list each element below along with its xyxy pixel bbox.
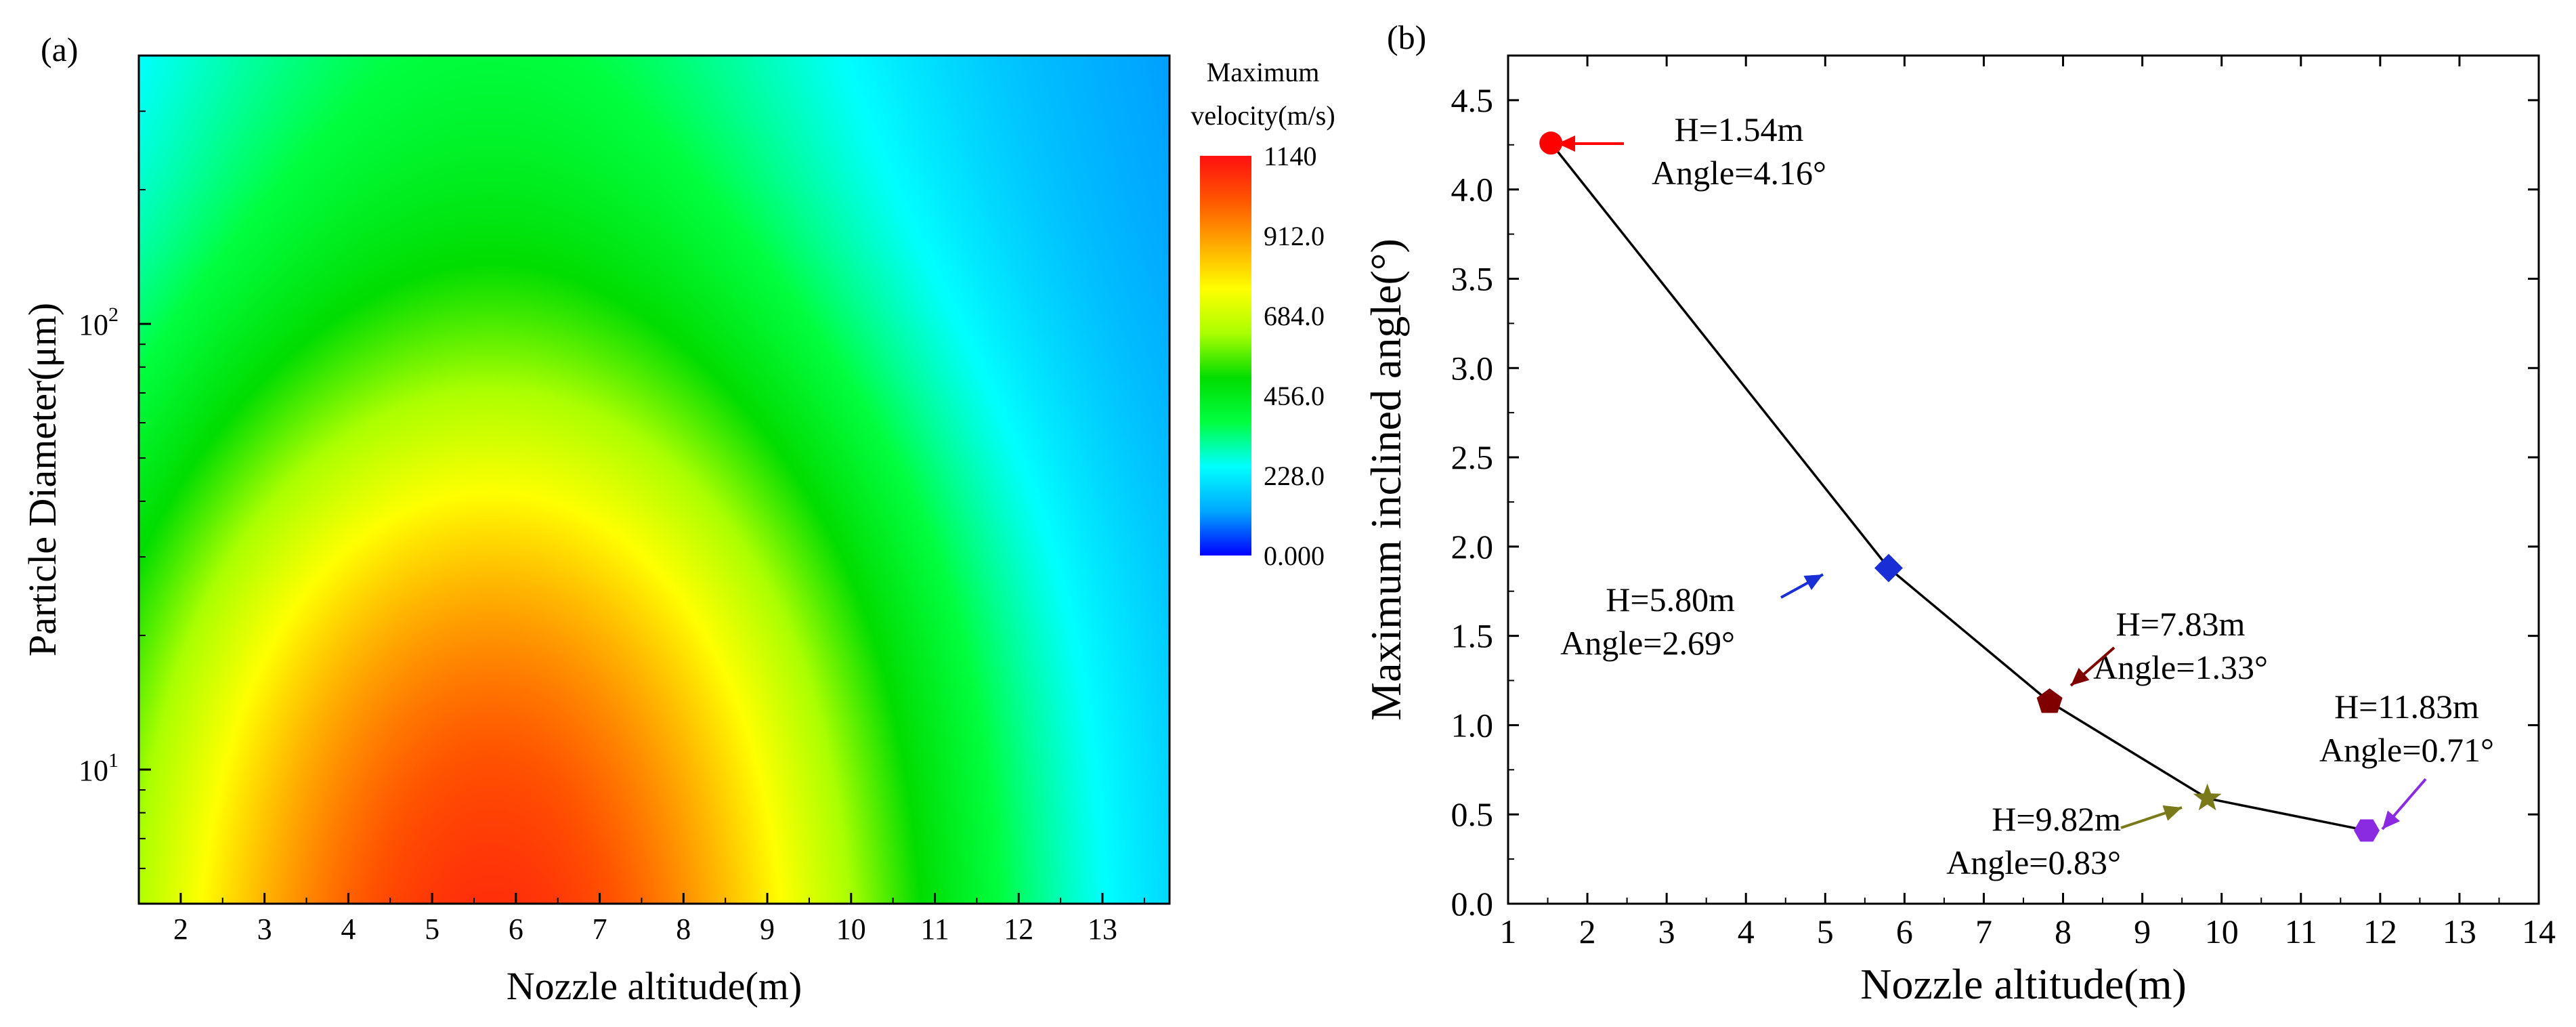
x-tick-label: 4 — [1738, 913, 1755, 950]
x-tick-label: 2 — [1579, 913, 1596, 950]
series-markers — [1539, 131, 2380, 842]
colorbar-tick-label: 912.0 — [1264, 221, 1325, 251]
annotation-h-label: H=9.82m — [1992, 800, 2121, 838]
panel-a-heatmap: (a) 2 3 4 5 6 7 8 9 10 11 12 13 101 102 Nozzle altit… — [20, 30, 1335, 1008]
colorbar-tick-label: 1140 — [1264, 141, 1317, 171]
heatmap-raster — [139, 56, 1169, 904]
colorbar-tick-label: 456.0 — [1264, 381, 1325, 411]
x-tick-label: 3 — [1658, 913, 1675, 950]
x-tick-label: 6 — [509, 913, 523, 946]
colorbar-title-line2: velocity(m/s) — [1190, 100, 1335, 131]
x-tick-label: 8 — [2055, 913, 2071, 950]
x-tick-label: 5 — [425, 913, 439, 946]
x-tick-label: 2 — [173, 913, 188, 946]
y-tick-label: 3.5 — [1451, 259, 1494, 297]
colorbar-tick-label: 228.0 — [1264, 461, 1325, 491]
x-tick-label: 9 — [760, 913, 775, 946]
annotation-angle-label: Angle=1.33° — [2093, 648, 2268, 686]
y-tick-label: 4.0 — [1451, 171, 1494, 209]
annotation-arrow-head — [2382, 810, 2401, 829]
x-tick-label: 1 — [1500, 913, 1517, 950]
x-tick-label: 6 — [1896, 913, 1913, 950]
annotation-h-label: H=1.54m — [1675, 110, 1804, 148]
colorbar-title-line1: Maximum — [1207, 57, 1320, 87]
marker-star — [2193, 783, 2222, 811]
annotation-angle-label: Angle=0.83° — [1946, 843, 2121, 881]
colorbar-ticks: 1140 912.0 684.0 456.0 228.0 0.000 — [1264, 141, 1325, 571]
annotation-h-label: H=11.83m — [2334, 688, 2479, 726]
annotation-arrow-head — [2071, 667, 2090, 686]
marker-diamond — [1874, 553, 1903, 583]
x-tick-label: 12 — [2363, 913, 2397, 950]
x-tick-label: 11 — [920, 913, 949, 946]
x-tick-label: 12 — [1004, 913, 1033, 946]
x-tick-label: 7 — [1975, 913, 1992, 950]
panel-b-y-axis-label: Maximum inclined angle(°) — [1362, 238, 1410, 721]
series-polyline — [1549, 142, 2367, 832]
annotation-arrow-head — [1558, 135, 1575, 152]
y-tick-label: 3.0 — [1451, 349, 1494, 387]
panel-b-line-chart: (b) 1 2 3 4 5 6 7 8 9 10 11 12 13 14 0.00.51.01.52.02… — [1362, 18, 2556, 1008]
annotation-arrow-head — [1803, 574, 1823, 591]
panel-a-y-ticks: 101 102 — [79, 55, 151, 904]
marker-pentagon — [2036, 688, 2063, 713]
y-tick-label: 101 — [79, 749, 119, 787]
x-tick-label: 5 — [1817, 913, 1834, 950]
colorbar-tick-label: 0.000 — [1264, 541, 1325, 571]
x-tick-label: 8 — [676, 913, 691, 946]
annotation-angle-label: Angle=2.69° — [1560, 624, 1735, 662]
colorbar-tick-label: 684.0 — [1264, 301, 1325, 331]
panel-b-x-axis-label: Nozzle altitude(m) — [1860, 960, 2187, 1008]
colorbar: Maximum velocity(m/s) 1140 912.0 684.0 456.… — [1190, 57, 1335, 571]
panel-a-x-axis-label: Nozzle altitude(m) — [507, 964, 802, 1008]
panel-a-label: (a) — [41, 30, 79, 68]
x-tick-label: 14 — [2522, 913, 2556, 950]
y-tick-label: 1.0 — [1451, 706, 1494, 744]
y-tick-label: 0.5 — [1451, 795, 1494, 833]
x-tick-label: 13 — [2443, 913, 2476, 950]
panel-a-frame — [137, 54, 1171, 905]
annotation-angle-label: Angle=4.16° — [1652, 154, 1826, 192]
panel-b-y-ticks: 0.0 0.5 1.0 1.5 2.0 2.5 3.0 3.5 4.0 4.5 — [1451, 81, 2539, 923]
x-tick-label: 9 — [2134, 913, 2151, 950]
marker-hexagon — [2353, 819, 2380, 842]
y-tick-label: 4.5 — [1451, 81, 1494, 119]
x-tick-label: 10 — [2205, 913, 2239, 950]
marker-circle — [1539, 131, 1563, 155]
panel-b-x-ticks: 1 2 3 4 5 6 7 8 9 10 11 12 13 14 — [1500, 56, 2556, 950]
panel-a-x-ticks: 2 3 4 5 6 7 8 9 10 11 12 13 — [173, 893, 1145, 946]
x-tick-label: 7 — [593, 913, 607, 946]
x-tick-label: 4 — [341, 913, 356, 946]
x-tick-label: 11 — [2285, 913, 2317, 950]
annotation-angle-label: Angle=0.71° — [2319, 731, 2494, 769]
annotation-h-label: H=7.83m — [2116, 605, 2246, 643]
panel-a-y-axis-label: Particle Diameter(μm) — [20, 303, 64, 656]
x-tick-label: 10 — [836, 913, 866, 946]
colorbar-gradient — [1200, 156, 1251, 556]
annotation-arrow-head — [2162, 805, 2182, 821]
heatmap-image — [139, 56, 1169, 904]
annotation-h-label: H=5.80m — [1606, 581, 1735, 619]
y-tick-label: 1.5 — [1451, 617, 1494, 655]
series-line — [1549, 142, 2367, 832]
y-tick-label: 102 — [79, 303, 119, 341]
x-tick-label: 13 — [1088, 913, 1117, 946]
annotations: H=1.54m Angle=4.16° H=5.80m Angle=2.69° H=7.… — [1558, 110, 2494, 881]
y-tick-label: 2.5 — [1451, 438, 1494, 476]
panel-b-label: (b) — [1387, 18, 1426, 56]
y-tick-label: 2.0 — [1451, 528, 1494, 566]
y-tick-label: 0.0 — [1451, 885, 1494, 923]
x-tick-label: 3 — [257, 913, 272, 946]
